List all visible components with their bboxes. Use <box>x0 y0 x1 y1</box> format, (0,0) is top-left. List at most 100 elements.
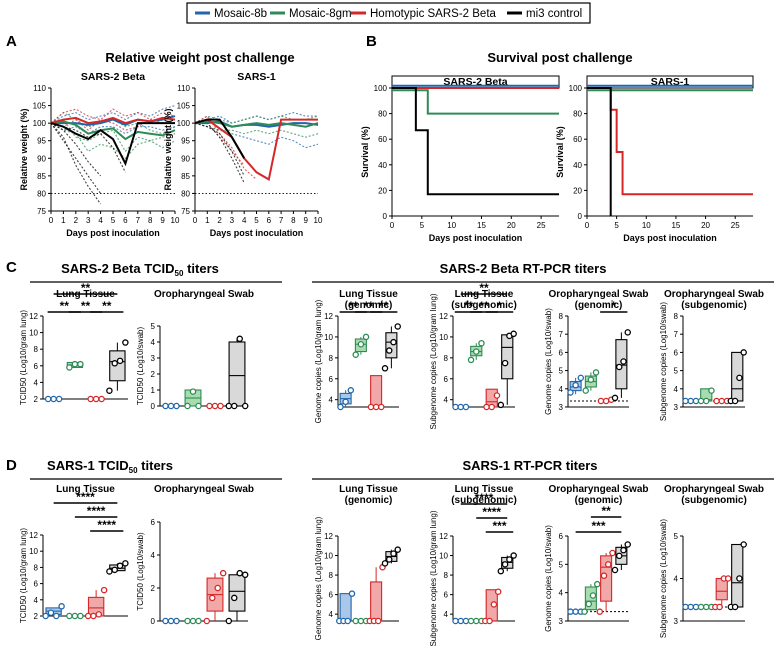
data-point <box>585 600 593 608</box>
data-point <box>357 617 365 625</box>
x-tick-label: 25 <box>731 221 740 230</box>
y-tick-label: 95 <box>37 137 46 146</box>
y-tick-label: 7 <box>559 330 564 339</box>
panel-label-c: C <box>6 259 17 276</box>
data-point <box>472 617 480 625</box>
x-tick-label: 15 <box>671 221 680 230</box>
y-tick-label: 80 <box>37 189 46 198</box>
x-tick-label: 0 <box>49 216 54 225</box>
y-tick-label: 4 <box>151 338 156 347</box>
significance-label: **** <box>482 505 501 519</box>
data-point <box>624 329 631 336</box>
y-tick-label: 10 <box>29 547 38 556</box>
chart-title: Oropharyngeal Swab <box>664 289 764 300</box>
y-tick-label: 3 <box>151 354 156 363</box>
data-point <box>467 617 475 625</box>
mean-line-mosaic-8gm <box>50 120 176 141</box>
y-axis-label: Relative weight (%) <box>163 108 173 190</box>
y-tick-label: 6 <box>674 348 679 357</box>
data-point <box>510 552 517 559</box>
y-tick-label: 60 <box>573 135 582 144</box>
data-point <box>687 603 695 611</box>
individual-animal-line <box>194 115 257 180</box>
data-point <box>347 387 355 394</box>
y-tick-label: 12 <box>29 531 38 540</box>
data-point <box>572 608 579 615</box>
y-tick-label: 8 <box>444 354 449 363</box>
individual-animal-line <box>50 122 102 194</box>
y-tick-label: 5 <box>559 560 564 569</box>
chart-subtitle: (genomic) <box>575 495 623 506</box>
legend-label-homotypic: Homotypic SARS-2 Beta <box>370 8 497 20</box>
data-point <box>703 397 710 405</box>
y-tick-label: 20 <box>378 186 387 195</box>
data-point <box>90 612 97 620</box>
data-point <box>122 339 129 346</box>
x-tick-label: 10 <box>642 221 651 230</box>
y-tick-label: 12 <box>29 312 38 321</box>
data-point <box>394 546 401 553</box>
data-point <box>195 617 202 625</box>
data-point <box>611 566 619 574</box>
panel-d-title-sub: 50 <box>129 466 138 475</box>
box <box>370 375 383 408</box>
x-tick-label: 2 <box>217 216 222 225</box>
data-point <box>357 340 365 348</box>
panel-c-title-tail: titers <box>183 261 218 276</box>
x-tick-label: 1 <box>61 216 66 225</box>
boxplot-D2: Oropharyngeal Swab 0 2 4 6 TCID50 (Log10/swab… <box>136 484 254 626</box>
x-tick-label: 6 <box>123 216 128 225</box>
individual-animal-line <box>50 108 176 124</box>
data-point <box>452 617 459 625</box>
y-tick-label: 75 <box>181 207 190 216</box>
data-point <box>462 403 470 411</box>
y-axis-label: TCID50 (Log10/gram lung) <box>19 528 28 623</box>
data-point <box>716 603 723 611</box>
data-point <box>241 402 249 410</box>
data-point <box>77 612 84 620</box>
y-tick-label: 105 <box>33 102 47 111</box>
y-tick-label: 8 <box>329 571 334 580</box>
x-axis-label: Days post inoculation <box>210 228 304 238</box>
y-tick-label: 4 <box>34 378 39 387</box>
panel-c-title: SARS-2 Beta TCID50 titers <box>61 261 219 278</box>
significance-label: ** <box>364 299 374 313</box>
data-point <box>92 395 100 403</box>
chart-subtitle: (genomic) <box>345 300 393 311</box>
data-point <box>620 546 627 554</box>
data-point <box>337 403 344 411</box>
significance-label: **** <box>87 504 106 518</box>
chart-title: Oropharyngeal Swab <box>548 289 648 300</box>
y-axis-label: TCID50 (Log10/swab) <box>136 327 145 406</box>
y-tick-label: 1 <box>151 386 156 395</box>
y-tick-label: 10 <box>29 329 38 338</box>
chart-title: SARS-2 Beta <box>81 71 145 83</box>
chart-title: Oropharyngeal Swab <box>154 289 254 300</box>
box <box>600 555 613 602</box>
y-tick-label: 8 <box>674 312 679 321</box>
data-point <box>731 397 739 405</box>
data-point <box>486 617 493 625</box>
x-tick-label: 9 <box>160 216 165 225</box>
y-tick-label: 2 <box>34 395 39 404</box>
y-tick-label: 8 <box>559 312 564 321</box>
y-axis-label: Genome copies (Log10/swab) <box>544 308 553 415</box>
y-tick-label: 8 <box>34 563 39 572</box>
data-point <box>600 572 608 579</box>
y-tick-label: 80 <box>573 110 582 119</box>
data-point <box>111 360 118 367</box>
x-tick-label: 9 <box>303 216 308 225</box>
y-tick-label: 6 <box>559 348 564 357</box>
y-tick-label: 3 <box>674 403 679 412</box>
box <box>228 574 246 612</box>
data-point <box>378 403 385 411</box>
significance-label: ** <box>601 504 611 518</box>
data-point <box>122 560 129 567</box>
x-tick-label: 3 <box>86 216 91 225</box>
chart-subtitle: (subgenomic) <box>681 495 747 506</box>
data-point <box>488 403 495 411</box>
mean-line-mi3-control <box>50 122 175 167</box>
